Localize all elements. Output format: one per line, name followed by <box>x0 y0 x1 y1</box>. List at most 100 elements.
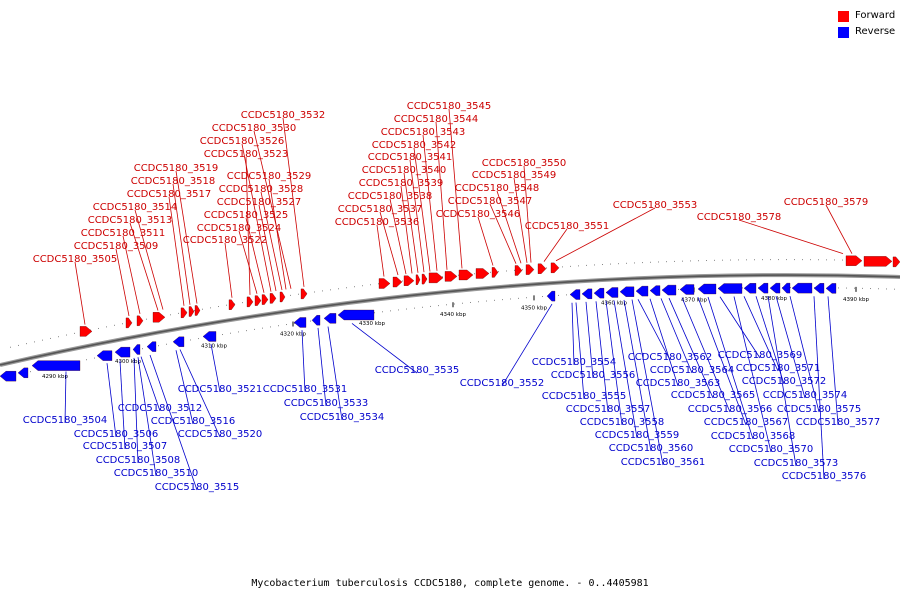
track-dot <box>74 332 75 334</box>
forward-gene-label: CCDC5180_3550 <box>482 158 567 169</box>
track-dot <box>170 314 171 316</box>
track-dot <box>34 341 35 343</box>
forward-gene-label: CCDC5180_3513 <box>88 215 173 226</box>
leader-line <box>605 300 623 426</box>
reverse-gene-label: CCDC5180_3552 <box>460 378 545 389</box>
track-dot <box>894 288 895 290</box>
forward-gene-arrow <box>152 312 166 323</box>
track-dot <box>42 339 43 341</box>
track-dot <box>478 301 479 303</box>
track-dot <box>362 285 363 287</box>
track-dot <box>430 305 431 307</box>
track-dot <box>270 326 271 328</box>
track-dot <box>458 274 459 276</box>
forward-gene-label: CCDC5180_3529 <box>227 171 312 182</box>
leader-line <box>825 204 853 254</box>
track-dot <box>470 301 471 303</box>
reverse-gene-label: CCDC5180_3567 <box>704 417 789 428</box>
reverse-gene-arrow <box>132 344 141 355</box>
track-dot <box>578 265 579 267</box>
forward-gene-label: CCDC5180_3527 <box>217 197 302 208</box>
reverse-gene-label: CCDC5180_3531 <box>263 384 348 395</box>
legend-reverse-label: Reverse <box>855 26 896 37</box>
forward-gene-label: CCDC5180_3517 <box>127 189 212 200</box>
leader-line <box>743 296 779 372</box>
track-dot <box>422 306 423 308</box>
forward-gene-label: CCDC5180_3530 <box>212 123 297 134</box>
forward-gene-label: CCDC5180_3522 <box>183 235 268 246</box>
reverse-gene-label: CCDC5180_3561 <box>621 457 706 468</box>
leader-line <box>260 191 283 291</box>
track-dot <box>30 371 31 373</box>
track-dot <box>634 262 635 264</box>
reverse-gene-label: CCDC5180_3570 <box>729 444 814 455</box>
scale-tick-label: 4330 kbp <box>359 321 385 327</box>
leader-line <box>241 143 272 292</box>
genome-backbone <box>0 274 900 366</box>
track-dot <box>534 296 535 298</box>
track-dot <box>122 323 123 325</box>
track-dot <box>246 330 247 332</box>
track-dot <box>10 346 11 348</box>
reverse-gene-arrow <box>791 282 813 294</box>
leader-line <box>282 117 305 287</box>
scale-tick-label: 4370 kbp <box>681 297 707 303</box>
legend: Forward Reverse <box>838 8 895 40</box>
track-dot <box>166 343 167 345</box>
reverse-gene-label: CCDC5180_3569 <box>718 350 803 361</box>
track-dot <box>518 297 519 299</box>
leader-line <box>245 217 265 293</box>
track-dot <box>438 305 439 307</box>
leader-line <box>140 356 161 412</box>
leader-line <box>327 326 343 421</box>
leader-line <box>253 130 292 289</box>
forward-gene-label: CCDC5180_3546 <box>436 209 521 220</box>
forward-gene-arrow <box>261 294 269 305</box>
leader-line <box>379 211 399 276</box>
leader-line <box>571 302 575 366</box>
leader-line <box>755 296 785 385</box>
track-dot <box>210 307 211 309</box>
map-caption: Mycobacterium tuberculosis CCDC5180, com… <box>251 578 649 589</box>
leader-line <box>631 299 664 466</box>
track-dot <box>690 260 691 262</box>
scale-tick-label: 4390 kbp <box>843 297 869 303</box>
reverse-gene-arrow <box>311 315 321 326</box>
forward-gene-label: CCDC5180_3519 <box>134 163 219 174</box>
track-dot <box>310 320 311 322</box>
track-dot <box>474 273 475 275</box>
track-dot <box>854 287 855 289</box>
leader-line <box>301 330 306 393</box>
reverse-gene-arrow <box>635 285 649 297</box>
forward-gene-label: CCDC5180_3545 <box>407 101 492 112</box>
leader-line <box>775 295 806 399</box>
track-dot <box>610 263 611 265</box>
track-dot <box>374 312 375 314</box>
track-dot <box>490 271 491 273</box>
track-dot <box>494 299 495 301</box>
leader-line <box>827 296 839 426</box>
leader-line <box>613 300 638 439</box>
reverse-gene-label: CCDC5180_3558 <box>580 417 665 428</box>
reverse-gene-arrow <box>619 286 635 297</box>
scale-tick-label: 4290 kbp <box>42 374 68 380</box>
forward-gene-arrow <box>194 305 201 316</box>
track-dot <box>298 293 299 295</box>
forward-gene-arrow <box>444 271 458 282</box>
forward-gene-label: CCDC5180_3541 <box>368 152 453 163</box>
forward-gene-arrow <box>491 267 499 278</box>
track-dot <box>346 287 347 289</box>
track-dot <box>674 260 675 262</box>
forward-gene-arrow <box>475 268 490 279</box>
track-dot <box>98 327 99 329</box>
forward-gene-arrow <box>125 317 133 329</box>
leader-line <box>523 165 532 263</box>
reverse-gene-label: CCDC5180_3520 <box>178 429 263 440</box>
track-dot <box>370 284 371 286</box>
reverse-gene-arrow <box>717 283 743 294</box>
track-dot <box>658 261 659 263</box>
reverse-gene-label: CCDC5180_3572 <box>742 376 827 387</box>
track-dot <box>18 344 19 346</box>
forward-gene-arrow <box>300 288 308 300</box>
track-dot <box>498 271 499 273</box>
